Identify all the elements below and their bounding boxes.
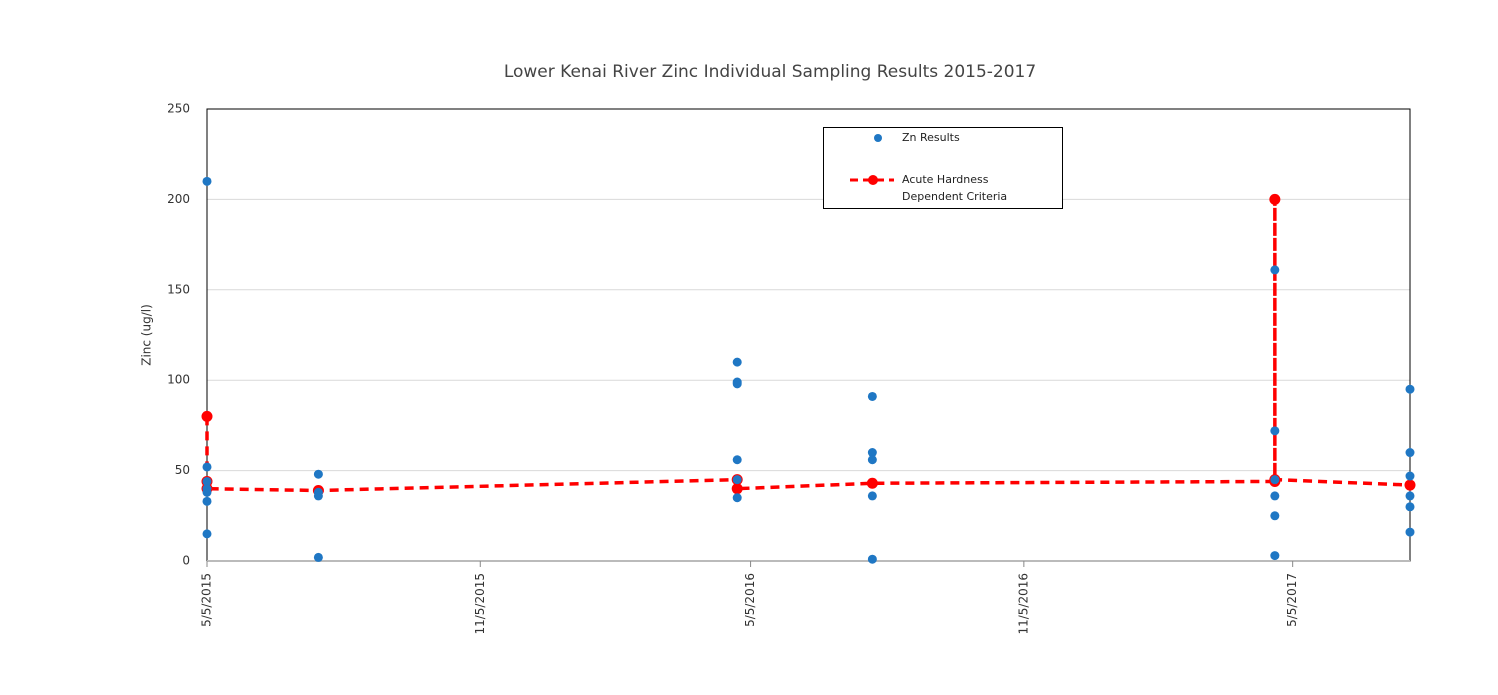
criteria-line bbox=[205, 199, 1411, 493]
criteria-point bbox=[1269, 193, 1281, 205]
data-point bbox=[202, 462, 212, 472]
legend: Zn Results Acute Hardness Dependent Crit… bbox=[823, 127, 1063, 209]
data-point bbox=[1270, 265, 1280, 275]
data-point bbox=[313, 491, 323, 501]
criteria-point bbox=[201, 410, 213, 422]
chart-title: Lower Kenai River Zinc Individual Sampli… bbox=[504, 62, 1036, 82]
data-point bbox=[867, 455, 877, 465]
x-tick-label: 5/5/2016 bbox=[743, 573, 757, 627]
x-tick-label: 5/5/2017 bbox=[1285, 573, 1299, 627]
x-tick-label: 11/5/2016 bbox=[1016, 573, 1030, 635]
data-point bbox=[1270, 475, 1280, 485]
data-point bbox=[1405, 527, 1415, 537]
data-point bbox=[1270, 491, 1280, 501]
data-point bbox=[1270, 426, 1280, 436]
data-point bbox=[732, 455, 742, 465]
data-point bbox=[313, 469, 323, 479]
y-tick-label: 0 bbox=[182, 554, 190, 568]
data-point bbox=[732, 357, 742, 367]
criteria-point bbox=[866, 477, 878, 489]
data-point bbox=[1405, 491, 1415, 501]
data-point bbox=[1405, 448, 1415, 458]
legend-keys bbox=[850, 134, 894, 185]
y-tick-label: 50 bbox=[175, 463, 190, 477]
y-tick-label: 100 bbox=[167, 373, 190, 387]
data-point bbox=[867, 554, 877, 564]
y-tick-label: 200 bbox=[167, 192, 190, 206]
data-point bbox=[202, 487, 212, 497]
y-tick-label: 150 bbox=[167, 282, 190, 296]
data-point bbox=[202, 529, 212, 539]
data-point bbox=[1270, 551, 1280, 561]
x-tick-label: 5/5/2015 bbox=[200, 573, 214, 627]
data-point bbox=[732, 493, 742, 503]
data-point bbox=[202, 476, 212, 486]
criteria-point bbox=[731, 483, 743, 495]
y-tick-label: 250 bbox=[167, 102, 190, 116]
legend-label: Acute Hardness Dependent Criteria bbox=[902, 173, 1008, 203]
legend-label: Zn Results bbox=[902, 131, 960, 144]
data-point bbox=[202, 496, 212, 506]
data-point bbox=[202, 176, 212, 186]
data-point bbox=[732, 379, 742, 389]
y-axis-label: Zinc (ug/l) bbox=[140, 304, 154, 366]
data-point bbox=[313, 552, 323, 562]
data-point bbox=[732, 475, 742, 485]
plot-border bbox=[206, 108, 1411, 562]
data-point bbox=[1270, 511, 1280, 521]
legend-marker bbox=[868, 175, 878, 185]
data-point bbox=[867, 448, 877, 458]
criteria-point bbox=[1404, 479, 1416, 491]
data-point bbox=[1405, 471, 1415, 481]
data-point bbox=[867, 491, 877, 501]
data-point bbox=[867, 391, 877, 401]
x-tick-label: 11/5/2015 bbox=[473, 573, 487, 635]
legend-marker bbox=[874, 134, 882, 142]
data-point bbox=[1405, 384, 1415, 394]
data-point bbox=[1405, 502, 1415, 512]
